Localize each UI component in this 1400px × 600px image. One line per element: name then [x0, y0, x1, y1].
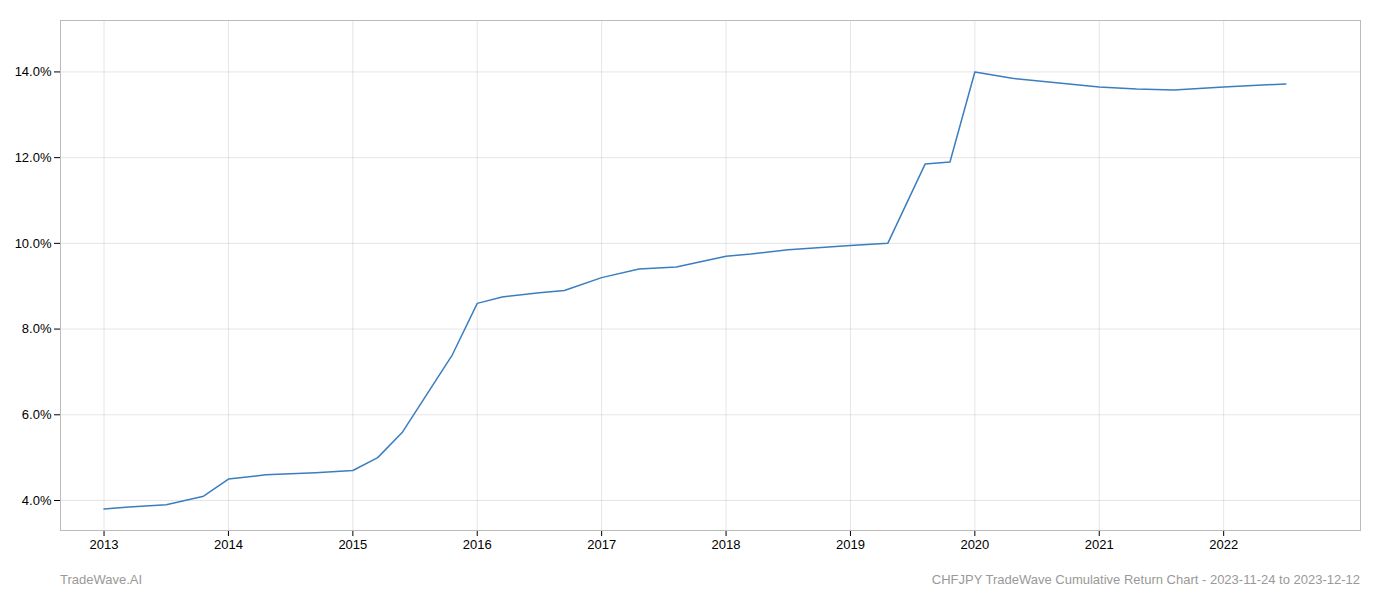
svg-text:2014: 2014	[214, 537, 243, 552]
html-text:TradeWave.AI: TradeWave.AI	[60, 572, 143, 587]
svg-text:2013: 2013	[90, 537, 119, 552]
html-text:CHFJPY TradeWave Cumulative Re: CHFJPY TradeWave Cumulative Return Chart…	[931, 572, 1360, 587]
svg-text:2021: 2021	[1085, 537, 1114, 552]
svg-text:6.0%: 6.0%	[22, 407, 52, 422]
svg-text:2019: 2019	[836, 537, 865, 552]
svg-text:12.0%: 12.0%	[15, 150, 52, 165]
svg-text:2016: 2016	[463, 537, 492, 552]
svg-text:2015: 2015	[338, 537, 367, 552]
svg-text:2022: 2022	[1209, 537, 1238, 552]
svg-text:2017: 2017	[587, 537, 616, 552]
svg-text:8.0%: 8.0%	[22, 321, 52, 336]
svg-text:2020: 2020	[960, 537, 989, 552]
svg-text:4.0%: 4.0%	[22, 493, 52, 508]
svg-text:14.0%: 14.0%	[15, 64, 52, 79]
svg-text:2018: 2018	[712, 537, 741, 552]
svg-text:10.0%: 10.0%	[15, 236, 52, 251]
